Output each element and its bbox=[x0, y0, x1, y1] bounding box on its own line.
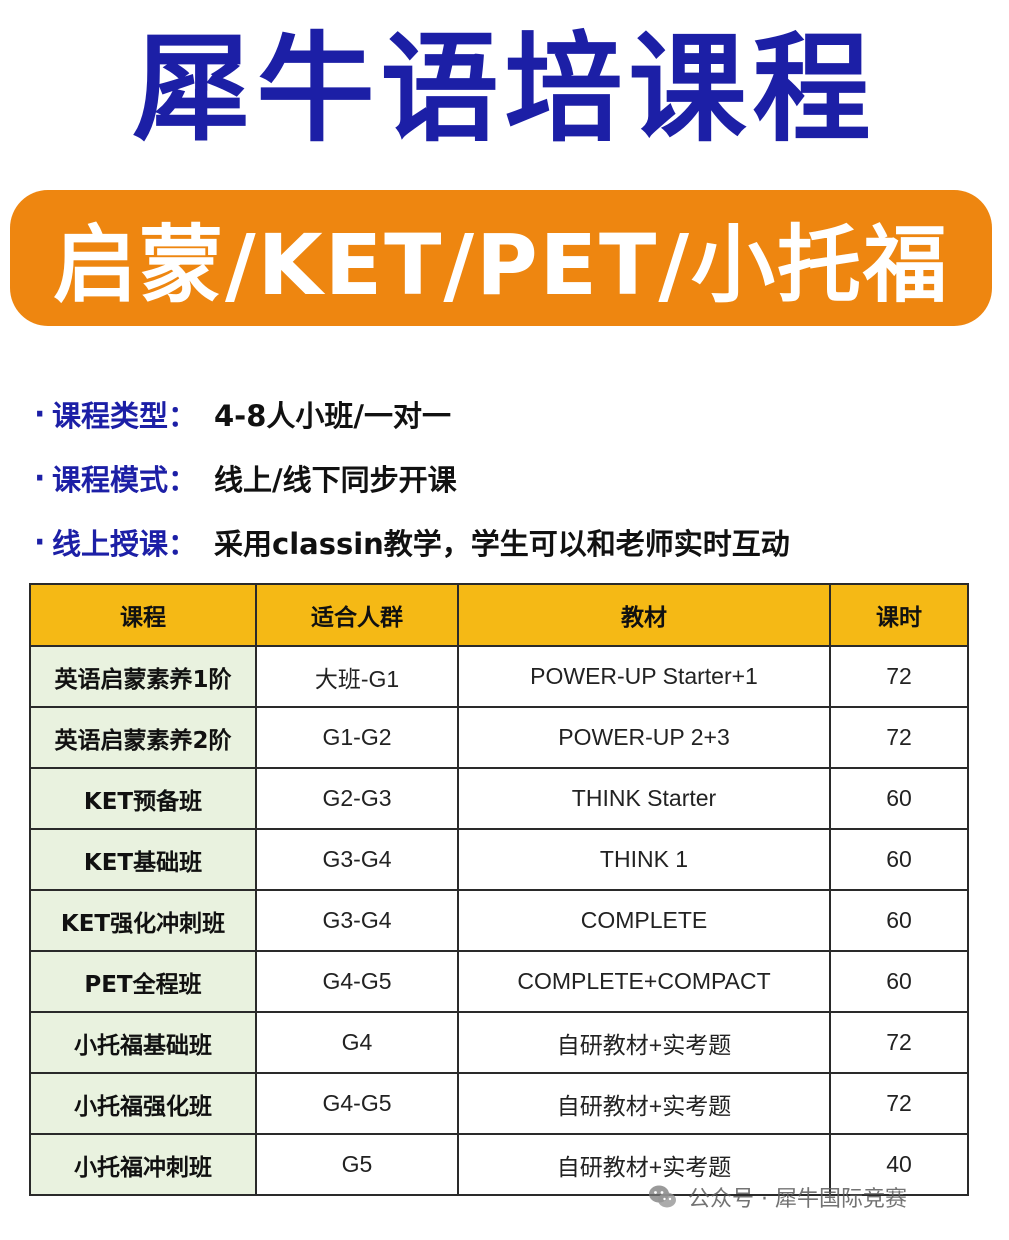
column-header-audience: 适合人群 bbox=[255, 583, 459, 647]
watermark-text: 公众号 · 犀牛国际竞赛 bbox=[688, 1187, 907, 1212]
table-row: 小托福基础班 G4 自研教材+实考题 72 bbox=[29, 1011, 969, 1074]
course-info-list: · 课程类型： 4-8人小班/一对一 · 课程模式： 线上/线下同步开课 · 线… bbox=[34, 382, 790, 574]
bullet: · bbox=[34, 524, 46, 560]
info-item-type: · 课程类型： 4-8人小班/一对一 bbox=[34, 382, 790, 446]
hours-cell: 72 bbox=[829, 1072, 969, 1135]
course-name-cell: 英语启蒙素养1阶 bbox=[29, 645, 257, 708]
course-name-cell: 小托福基础班 bbox=[29, 1011, 257, 1074]
banner-text: 启蒙/KET/PET/小托福 bbox=[52, 215, 950, 314]
info-value: 采用classin教学，学生可以和老师实时互动 bbox=[214, 527, 790, 561]
table-row: 小托福强化班 G4-G5 自研教材+实考题 72 bbox=[29, 1072, 969, 1135]
info-value: 线上/线下同步开课 bbox=[214, 463, 457, 497]
course-name-cell: 英语启蒙素养2阶 bbox=[29, 706, 257, 769]
textbook-cell: POWER-UP Starter+1 bbox=[457, 645, 831, 708]
textbook-cell: COMPLETE bbox=[457, 889, 831, 952]
textbook-cell: COMPLETE+COMPACT bbox=[457, 950, 831, 1013]
textbook-cell: THINK Starter bbox=[457, 767, 831, 830]
hours-cell: 72 bbox=[829, 706, 969, 769]
audience-cell: 大班-G1 bbox=[255, 645, 459, 708]
bullet: · bbox=[34, 396, 46, 432]
column-header-hours: 课时 bbox=[829, 583, 969, 647]
hours-cell: 60 bbox=[829, 950, 969, 1013]
table-row: 英语启蒙素养2阶 G1-G2 POWER-UP 2+3 72 bbox=[29, 706, 969, 769]
course-name-cell: 小托福强化班 bbox=[29, 1072, 257, 1135]
info-label: 课程类型： bbox=[52, 399, 198, 433]
audience-cell: G1-G2 bbox=[255, 706, 459, 769]
course-banner: 启蒙/KET/PET/小托福 bbox=[10, 190, 992, 326]
audience-cell: G3-G4 bbox=[255, 828, 459, 891]
info-label: 课程模式： bbox=[52, 463, 198, 497]
hours-cell: 60 bbox=[829, 828, 969, 891]
hours-cell: 72 bbox=[829, 645, 969, 708]
info-item-mode: · 课程模式： 线上/线下同步开课 bbox=[34, 446, 790, 510]
table-row: KET预备班 G2-G3 THINK Starter 60 bbox=[29, 767, 969, 830]
info-item-online: · 线上授课： 采用classin教学，学生可以和老师实时互动 bbox=[34, 510, 790, 574]
table-row: KET基础班 G3-G4 THINK 1 60 bbox=[29, 828, 969, 891]
hours-cell: 60 bbox=[829, 889, 969, 952]
table-row: 英语启蒙素养1阶 大班-G1 POWER-UP Starter+1 72 bbox=[29, 645, 969, 708]
column-header-textbook: 教材 bbox=[457, 583, 831, 647]
wechat-icon bbox=[649, 1185, 676, 1208]
textbook-cell: 自研教材+实考题 bbox=[457, 1133, 831, 1196]
table-row: 小托福冲刺班 G5 自研教材+实考题 40 bbox=[29, 1133, 969, 1196]
course-name-cell: KET强化冲刺班 bbox=[29, 889, 257, 952]
textbook-cell: THINK 1 bbox=[457, 828, 831, 891]
hours-cell: 40 bbox=[829, 1133, 969, 1196]
audience-cell: G4 bbox=[255, 1011, 459, 1074]
info-value: 4-8人小班/一对一 bbox=[214, 399, 451, 433]
page-title: 犀牛语培课程 bbox=[132, 20, 877, 158]
table-row: KET强化冲刺班 G3-G4 COMPLETE 60 bbox=[29, 889, 969, 952]
course-name-cell: 小托福冲刺班 bbox=[29, 1133, 257, 1196]
textbook-cell: POWER-UP 2+3 bbox=[457, 706, 831, 769]
audience-cell: G5 bbox=[255, 1133, 459, 1196]
course-name-cell: KET预备班 bbox=[29, 767, 257, 830]
audience-cell: G4-G5 bbox=[255, 950, 459, 1013]
bullet: · bbox=[34, 460, 46, 496]
wechat-watermark: 公众号 · 犀牛国际竞赛 bbox=[648, 1181, 907, 1213]
course-name-cell: KET基础班 bbox=[29, 828, 257, 891]
audience-cell: G3-G4 bbox=[255, 889, 459, 952]
textbook-cell: 自研教材+实考题 bbox=[457, 1011, 831, 1074]
table-row: PET全程班 G4-G5 COMPLETE+COMPACT 60 bbox=[29, 950, 969, 1013]
hours-cell: 60 bbox=[829, 767, 969, 830]
audience-cell: G2-G3 bbox=[255, 767, 459, 830]
hours-cell: 72 bbox=[829, 1011, 969, 1074]
course-table: 课程 适合人群 教材 课时 英语启蒙素养1阶 大班-G1 POWER-UP St… bbox=[29, 583, 969, 1196]
table-header-row: 课程 适合人群 教材 课时 bbox=[29, 583, 969, 647]
info-label: 线上授课： bbox=[52, 527, 198, 561]
course-name-cell: PET全程班 bbox=[29, 950, 257, 1013]
column-header-course: 课程 bbox=[29, 583, 257, 647]
textbook-cell: 自研教材+实考题 bbox=[457, 1072, 831, 1135]
audience-cell: G4-G5 bbox=[255, 1072, 459, 1135]
